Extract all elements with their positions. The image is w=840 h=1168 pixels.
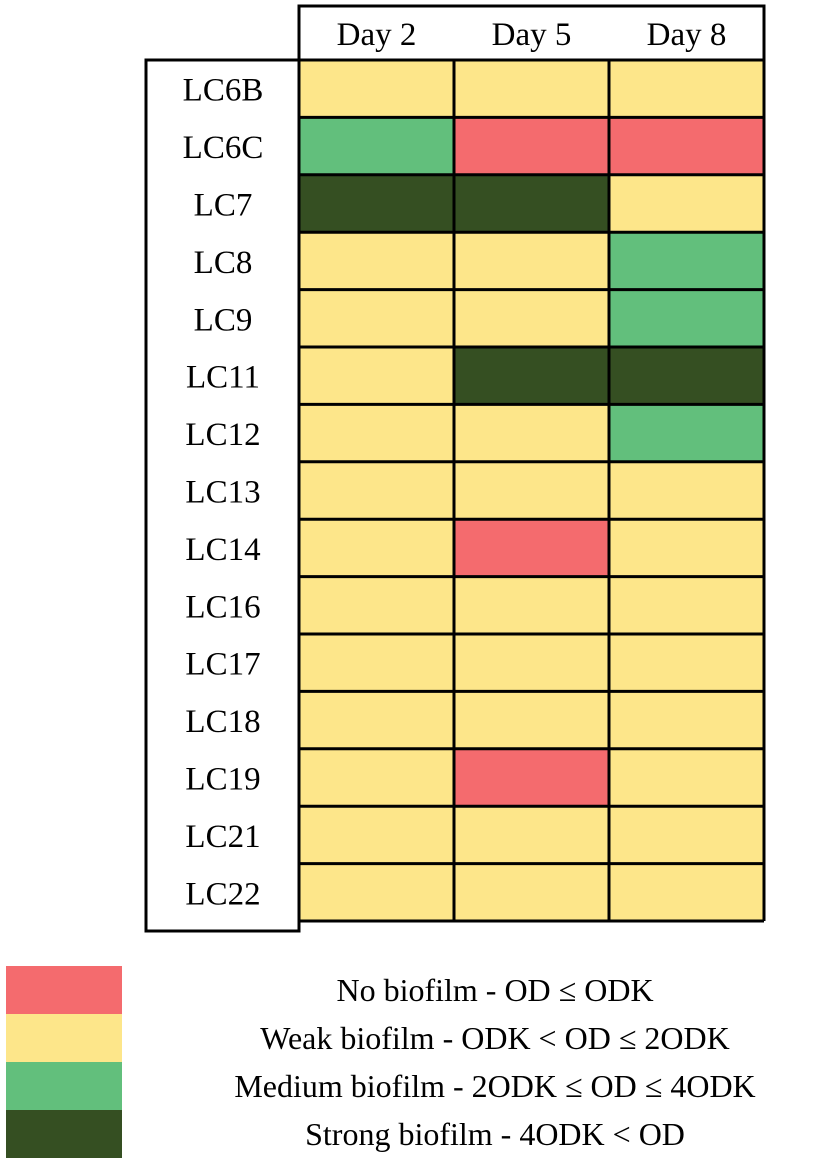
cell-lc18-day-5	[454, 691, 609, 749]
cell-lc16-day-8	[609, 576, 764, 634]
legend-swatch-medium	[6, 1062, 122, 1110]
cell-lc13-day-8	[609, 461, 764, 520]
column-label-day-5: Day 5	[492, 17, 572, 53]
cell-lc19-day-2	[299, 748, 454, 807]
cell-lc8-day-8	[609, 232, 764, 290]
legend-entry-medium: Medium biofilm - 2ODK ≤ OD ≤ 4ODK	[0, 1062, 840, 1110]
row-label-lc21: LC21	[185, 819, 260, 855]
cell-lc9-day-2	[299, 289, 454, 347]
cell-lc16-day-2	[299, 576, 454, 634]
cell-lc7-day-5	[454, 174, 609, 233]
cell-lc22-day-8	[609, 863, 764, 921]
row-label-lc8: LC8	[194, 245, 253, 281]
legend-label-medium: Medium biofilm - 2ODK ≤ OD ≤ 4ODK	[234, 1068, 756, 1104]
legend-label-weak: Weak biofilm - ODK < OD ≤ 2ODK	[260, 1020, 730, 1056]
row-label-lc7: LC7	[194, 188, 253, 224]
cell-lc18-day-2	[299, 691, 454, 749]
cell-lc18-day-8	[609, 691, 764, 749]
cell-lc7-day-2	[299, 174, 454, 233]
cell-lc12-day-2	[299, 404, 454, 462]
row-label-lc12: LC12	[185, 417, 260, 453]
cell-lc17-day-2	[299, 634, 454, 692]
cell-lc12-day-8	[609, 404, 764, 462]
legend-swatch-weak	[6, 1014, 122, 1062]
row-label-lc16: LC16	[185, 589, 260, 625]
cell-lc9-day-8	[609, 289, 764, 347]
legend: No biofilm - OD ≤ ODK Weak biofilm - ODK…	[0, 966, 840, 1166]
legend-entry-strong: Strong biofilm - 4ODK < OD	[0, 1110, 840, 1158]
cell-lc13-day-2	[299, 461, 454, 520]
row-label-lc11: LC11	[186, 360, 260, 396]
cell-lc13-day-5	[454, 461, 609, 520]
cell-lc19-day-5	[454, 748, 609, 807]
cell-lc11-day-2	[299, 347, 454, 405]
cell-lc8-day-5	[454, 232, 609, 290]
biofilm-heatmap: Day 2 Day 5 Day 8 LC6B LC6C LC7 LC8 LC9 LC11 LC12…	[144, 4, 766, 933]
cell-lc8-day-2	[299, 232, 454, 290]
cell-lc14-day-2	[299, 519, 454, 577]
cell-lc14-day-5	[454, 519, 609, 577]
cell-lc7-day-8	[609, 174, 764, 233]
cell-lc6b-day-2	[299, 60, 454, 118]
cell-lc22-day-5	[454, 863, 609, 921]
legend-swatch-none	[6, 966, 122, 1014]
cell-lc12-day-5	[454, 404, 609, 462]
row-label-lc17: LC17	[185, 647, 260, 683]
cell-lc21-day-8	[609, 806, 764, 864]
legend-label-strong: Strong biofilm - 4ODK < OD	[305, 1116, 685, 1152]
cell-lc6c-day-5	[454, 117, 609, 175]
cell-lc21-day-2	[299, 806, 454, 864]
row-label-lc18: LC18	[185, 704, 260, 740]
legend-swatch-strong	[6, 1110, 122, 1158]
legend-entry-weak: Weak biofilm - ODK < OD ≤ 2ODK	[0, 1014, 840, 1062]
row-label-lc19: LC19	[185, 762, 260, 798]
cell-lc6b-day-5	[454, 60, 609, 118]
cell-lc9-day-5	[454, 289, 609, 347]
cell-lc21-day-5	[454, 806, 609, 864]
cell-lc22-day-2	[299, 863, 454, 921]
cell-lc17-day-8	[609, 634, 764, 692]
legend-entry-none: No biofilm - OD ≤ ODK	[0, 966, 840, 1014]
row-label-lc22: LC22	[185, 876, 260, 912]
row-label-lc6c: LC6C	[183, 130, 264, 166]
cell-lc6b-day-8	[609, 60, 764, 118]
column-label-day-8: Day 8	[647, 17, 727, 53]
row-label-lc14: LC14	[185, 532, 260, 568]
column-header-box	[297, 4, 766, 62]
cell-lc11-day-8	[609, 347, 764, 405]
cell-lc16-day-5	[454, 576, 609, 634]
cell-lc17-day-5	[454, 634, 609, 692]
legend-label-none: No biofilm - OD ≤ ODK	[336, 972, 654, 1008]
cell-lc14-day-8	[609, 519, 764, 577]
cell-lc19-day-8	[609, 748, 764, 807]
row-label-lc13: LC13	[185, 475, 260, 511]
cell-lc6c-day-8	[609, 117, 764, 175]
row-header-box	[144, 58, 301, 933]
cell-lc11-day-5	[454, 347, 609, 405]
column-label-day-2: Day 2	[337, 17, 417, 53]
cell-lc6c-day-2	[299, 117, 454, 175]
row-label-lc9: LC9	[194, 302, 253, 338]
row-label-lc6b: LC6B	[183, 73, 264, 109]
